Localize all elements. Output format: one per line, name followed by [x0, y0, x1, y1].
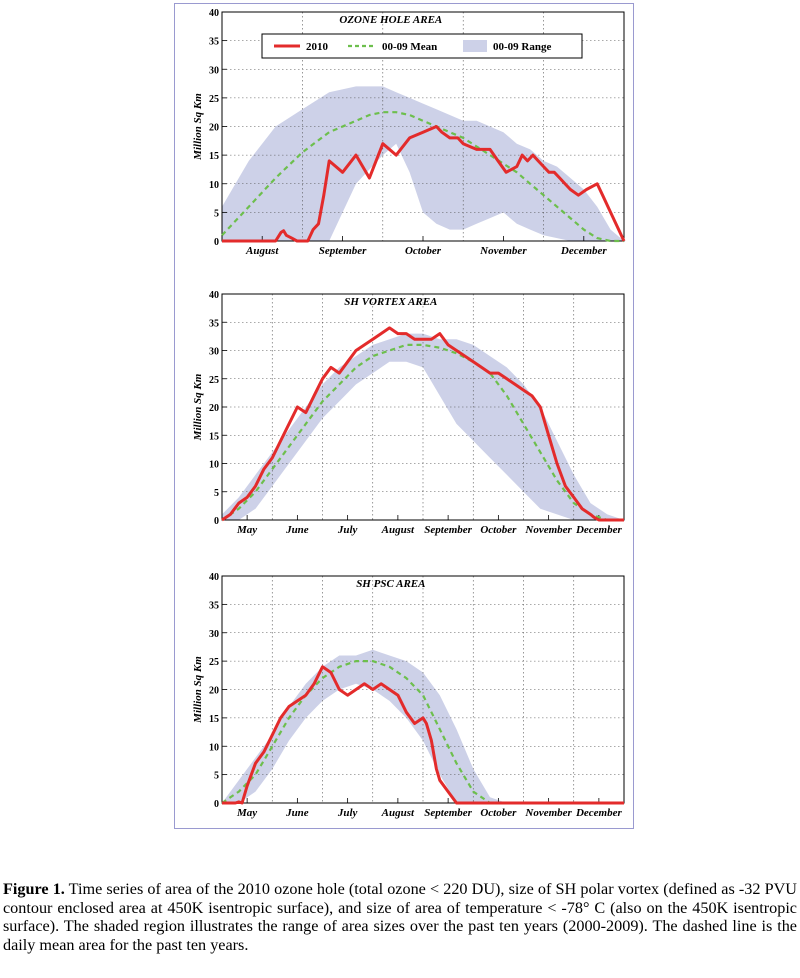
legend-swatch-range: [463, 40, 487, 52]
line-2010: [222, 125, 626, 243]
y-tick-label: 25: [209, 657, 219, 668]
y-tick-label: 20: [209, 123, 219, 134]
x-tick-label: November: [524, 807, 572, 819]
chart-panel-2: 0 5 10 15 20 25 30 35 40 May June July August Septemb…: [192, 290, 625, 536]
x-tick-label: October: [480, 807, 517, 819]
x-tick-label: August: [381, 524, 415, 536]
y-tick-label: 15: [209, 151, 219, 162]
figure-caption: Figure 1. Time series of area of the 201…: [3, 880, 797, 954]
y-tick-label: 20: [209, 686, 219, 697]
chart-title: SH PSC AREA: [356, 578, 425, 590]
figure-frame: [174, 3, 634, 829]
y-tick-label: 0: [214, 799, 219, 810]
x-tick-label: July: [337, 807, 358, 819]
x-tick-label: September: [424, 524, 472, 536]
caption-label: Figure 1.: [3, 880, 65, 898]
mean-line: [221, 659, 624, 805]
y-tick-label: 10: [209, 742, 219, 753]
y-axis-label: Million Sq Km: [192, 656, 204, 724]
plot-area-frame: [221, 11, 625, 242]
legend: 2010 00-09 Mean 00-09 Range: [261, 33, 583, 59]
y-tick-label: 5: [214, 488, 219, 499]
y-tick-label: 5: [214, 208, 219, 219]
caption-text: Time series of area of the 2010 ozone ho…: [3, 880, 797, 954]
y-tick-label: 30: [209, 629, 219, 640]
legend-item-label: 00-09 Range: [493, 41, 551, 53]
x-tick-label: December: [560, 245, 608, 257]
y-tick-label: 35: [209, 37, 219, 48]
x-tick-label: September: [424, 807, 472, 819]
x-tick-label: November: [479, 245, 527, 257]
legend-box: [261, 33, 583, 59]
y-axis-label: Million Sq Km: [192, 93, 204, 161]
y-tick-label: 40: [209, 290, 219, 301]
y-tick-label: 30: [209, 65, 219, 76]
x-tick-label: May: [236, 807, 257, 819]
x-tick-label: July: [337, 524, 358, 536]
x-tick-label: October: [480, 524, 517, 536]
y-tick-label: 0: [214, 237, 219, 248]
legend-item-label: 2010: [306, 41, 329, 53]
mean-line: [221, 343, 624, 522]
y-tick-label: 15: [209, 431, 219, 442]
y-tick-label: 40: [209, 8, 219, 19]
x-tick-label: August: [381, 807, 415, 819]
y-tick-label: 5: [214, 771, 219, 782]
y-tick-label: 10: [209, 180, 219, 191]
y-tick-label: 40: [209, 572, 219, 583]
x-tick-label: June: [285, 807, 309, 819]
x-tick-label: December: [575, 807, 623, 819]
chart-panel-3: 0 5 10 15 20 25 30 35 40 May June July August Septemb…: [192, 572, 625, 819]
y-tick-label: 15: [209, 714, 219, 725]
y-tick-label: 0: [214, 516, 219, 527]
x-tick-label: June: [285, 524, 309, 536]
chart-panel-1: 0 5 10 15 20 25 30 35 40 August September October No…: [192, 8, 626, 257]
y-tick-label: 35: [209, 318, 219, 329]
x-tick-label: May: [236, 524, 257, 536]
line-2010: [222, 665, 624, 805]
x-tick-label: September: [319, 245, 367, 257]
legend-item-label: 00-09 Mean: [382, 41, 437, 53]
plot-area-frame: [221, 575, 625, 804]
y-tick-label: 30: [209, 347, 219, 358]
x-tick-label: November: [524, 524, 572, 536]
range-band: [222, 86, 624, 242]
x-tick-label: August: [245, 245, 279, 257]
y-tick-label: 10: [209, 460, 219, 471]
range-band: [222, 333, 624, 520]
chart-title: OZONE HOLE AREA: [339, 14, 442, 26]
x-tick-label: October: [405, 245, 442, 257]
y-tick-label: 35: [209, 600, 219, 611]
x-tick-label: December: [575, 524, 623, 536]
plot-area-frame: [221, 293, 625, 521]
y-tick-label: 25: [209, 375, 219, 386]
line-2010: [221, 326, 624, 522]
y-axis-label: Million Sq Km: [192, 373, 204, 441]
y-tick-label: 20: [209, 403, 219, 414]
mean-line: [221, 111, 624, 243]
figure-charts: 0 5 10 15 20 25 30 35 40 August September October No…: [192, 8, 626, 819]
y-tick-label: 25: [209, 94, 219, 105]
chart-title: SH VORTEX AREA: [344, 296, 437, 308]
